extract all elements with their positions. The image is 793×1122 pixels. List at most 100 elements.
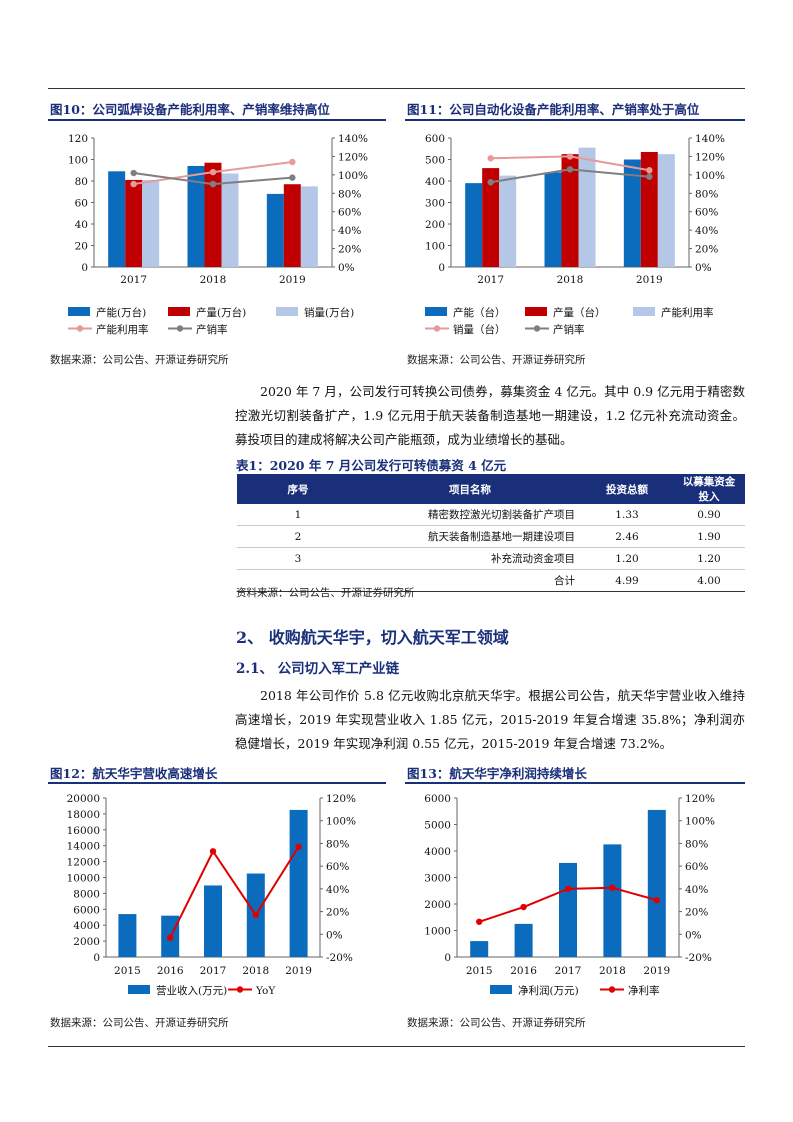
line-point-净利率 bbox=[520, 903, 527, 911]
line-point-销量（台） bbox=[566, 153, 574, 160]
bar-产能(万台) bbox=[108, 171, 126, 267]
legend-swatch-产能利用率 bbox=[633, 307, 655, 316]
line-point-产能利用率 bbox=[130, 180, 137, 188]
line-point-YoY bbox=[252, 911, 259, 919]
right-axis-tick-label: 40% bbox=[326, 884, 349, 896]
line-point-产能利用率 bbox=[209, 168, 217, 176]
left-axis-tick-label: 100 bbox=[68, 155, 88, 167]
x-axis-category-label: 2017 bbox=[555, 965, 582, 977]
line-point-净利率 bbox=[476, 918, 483, 925]
legend-label: 产销率 bbox=[553, 323, 585, 336]
bar-产能利用率 bbox=[499, 175, 517, 267]
right-axis-tick-label: 20% bbox=[338, 244, 361, 256]
left-axis-tick-label: 100 bbox=[425, 241, 445, 253]
table-cell: 1.90 bbox=[673, 525, 745, 548]
line-point-产销率 bbox=[130, 169, 137, 177]
bar-产量（台） bbox=[561, 154, 579, 267]
left-axis-tick-label: 0 bbox=[444, 952, 451, 964]
left-axis-tick-label: 18000 bbox=[67, 809, 100, 821]
table-cell: 合计 bbox=[359, 569, 581, 592]
table-cell: 1 bbox=[237, 504, 359, 526]
legend-swatch-净利润(万元) bbox=[490, 985, 512, 994]
top-rule bbox=[48, 88, 745, 89]
table-cell bbox=[237, 569, 359, 592]
left-axis-tick-label: 40 bbox=[75, 219, 88, 231]
left-axis-tick-label: 200 bbox=[425, 219, 445, 231]
line-point-销量（台） bbox=[646, 167, 653, 174]
right-axis-tick-label: 80% bbox=[695, 188, 718, 200]
legend-marker-YoY bbox=[236, 986, 244, 993]
table-cell: 0.90 bbox=[673, 504, 745, 526]
left-axis-tick-label: 20 bbox=[75, 241, 88, 253]
table-cell: 1.20 bbox=[673, 547, 745, 570]
right-axis-tick-label: 100% bbox=[326, 816, 356, 828]
table-1-source: 资料来源：公司公告、开源证券研究所 bbox=[236, 587, 415, 599]
right-axis-tick-label: 60% bbox=[326, 861, 349, 873]
right-axis-tick-label: 60% bbox=[695, 207, 718, 219]
legend-label: 产能利用率 bbox=[96, 323, 149, 336]
bar-销量(万台) bbox=[142, 179, 160, 267]
left-axis-tick-label: 14000 bbox=[67, 841, 100, 853]
table-cell: 航天装备制造基地一期建设项目 bbox=[359, 525, 581, 548]
legend-marker-净利率 bbox=[608, 986, 616, 993]
right-axis-tick-label: 0% bbox=[695, 262, 712, 274]
table-cell: 1.33 bbox=[581, 504, 673, 526]
figure-11-title: 图11：公司自动化设备产能利用率、产销率处于高位 bbox=[407, 102, 700, 117]
right-axis-tick-label: 100% bbox=[685, 816, 715, 828]
legend-swatch-产能（台） bbox=[425, 307, 447, 316]
table-cell: 1.20 bbox=[581, 547, 673, 570]
figure-11-title-underline bbox=[405, 119, 745, 121]
figure-13-title: 图13：航天华宇净利润持续增长 bbox=[407, 766, 587, 781]
figure-12-title-underline bbox=[48, 782, 386, 784]
bar-营业收入(万元) bbox=[289, 809, 308, 957]
table-cell: 4.00 bbox=[673, 569, 745, 592]
left-axis-tick-label: 0 bbox=[81, 262, 88, 274]
left-axis-tick-label: 6000 bbox=[424, 793, 451, 805]
legend-swatch-产能(万台) bbox=[68, 307, 90, 316]
right-axis-tick-label: 0% bbox=[685, 929, 702, 941]
table-cell: 精密数控激光切割装备扩产项目 bbox=[359, 504, 581, 526]
legend-swatch-产量（台） bbox=[525, 307, 547, 316]
legend-marker-产销率 bbox=[533, 325, 541, 332]
right-axis-tick-label: 20% bbox=[685, 907, 708, 919]
line-point-净利率 bbox=[653, 897, 660, 904]
legend-swatch-产量(万台) bbox=[168, 307, 190, 316]
left-axis-tick-label: 6000 bbox=[73, 904, 100, 916]
right-axis-tick-label: 80% bbox=[326, 838, 349, 850]
x-axis-category-label: 2018 bbox=[242, 965, 269, 977]
left-axis-tick-label: 120 bbox=[68, 133, 88, 145]
right-axis-tick-label: 40% bbox=[695, 225, 718, 237]
line-point-净利率 bbox=[564, 885, 572, 893]
legend-label: 产量(万台) bbox=[196, 306, 246, 319]
table-header-cell: 序号 bbox=[237, 474, 359, 504]
figure-13-chart: 0 1000 2000 3000 4000 5000 6000 -20% 0% 20% 40% 60%… bbox=[424, 793, 715, 997]
figure-13-source: 数据来源：公司公告、开源证券研究所 bbox=[407, 1017, 586, 1029]
left-axis-tick-label: 4000 bbox=[73, 920, 100, 932]
bar-净利润(万元) bbox=[470, 941, 489, 957]
legend-label: 销量(万台) bbox=[304, 306, 354, 319]
bar-产能(万台) bbox=[187, 165, 205, 267]
right-axis-tick-label: 120% bbox=[685, 793, 715, 805]
section-heading-2: 2、 收购航天华宇，切入航天军工领域 bbox=[236, 628, 509, 647]
bar-营业收入(万元) bbox=[204, 885, 222, 957]
left-axis-tick-label: 10000 bbox=[67, 873, 100, 885]
right-axis-tick-label: 80% bbox=[338, 188, 361, 200]
bar-净利润(万元) bbox=[514, 923, 533, 957]
legend-label: 产能(万台) bbox=[96, 306, 146, 319]
table-cell: 4.99 bbox=[581, 569, 673, 592]
figure-10-title: 图10：公司弧焊设备产能利用率、产销率维持高位 bbox=[50, 102, 330, 117]
bar-净利润(万元) bbox=[647, 809, 666, 957]
right-axis-tick-label: 60% bbox=[338, 207, 361, 219]
legend-label: 产量（台） bbox=[553, 306, 606, 319]
x-axis-category-label: 2019 bbox=[279, 274, 306, 286]
bottom-rule bbox=[48, 1046, 745, 1047]
right-axis-tick-label: 40% bbox=[338, 225, 361, 237]
table-row: 3 补充流动资金项目 1.20 1.20 bbox=[237, 547, 745, 570]
figure-13-title-underline bbox=[405, 782, 745, 784]
left-axis-tick-label: 20000 bbox=[67, 793, 100, 805]
right-axis-tick-label: 100% bbox=[338, 170, 368, 182]
bar-产能(万台) bbox=[266, 193, 284, 267]
bar-产量(万台) bbox=[125, 179, 143, 267]
table-row: 1 精密数控激光切割装备扩产项目 1.33 0.90 bbox=[237, 504, 745, 526]
x-axis-category-label: 2015 bbox=[114, 965, 141, 977]
